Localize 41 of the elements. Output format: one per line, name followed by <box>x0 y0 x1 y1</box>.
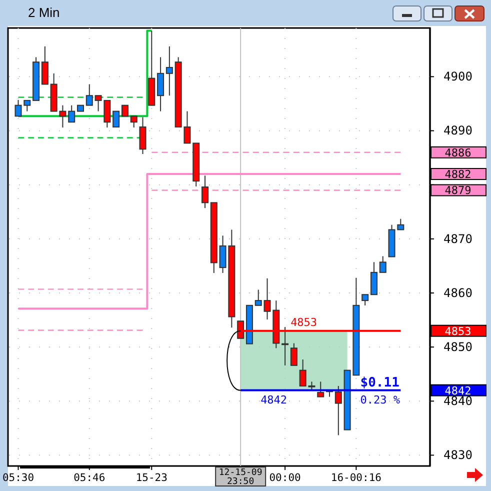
x-tick-label: 12-15-09 23:50 <box>218 468 262 487</box>
candlestick <box>68 104 76 123</box>
y-tick-label: 4870 <box>444 232 472 246</box>
x-tick-label: 05:46 <box>74 472 106 484</box>
candlestick <box>112 110 120 128</box>
candlestick <box>290 342 298 366</box>
y-tick-label: 4900 <box>444 70 472 84</box>
candlestick <box>362 294 369 306</box>
candlestick <box>379 256 386 273</box>
candlestick <box>202 175 209 209</box>
x-tick-label: 16-00:16 <box>330 472 382 484</box>
x-tick-label: 05:30 <box>2 472 34 484</box>
candlestick <box>121 104 128 117</box>
candlestick <box>157 56 164 112</box>
text: 4886 <box>444 146 472 160</box>
candlestick <box>334 385 342 436</box>
candlestick <box>139 116 146 154</box>
candlestick <box>166 46 173 96</box>
y-tick-label: 4860 <box>444 286 472 300</box>
y-tick-label: 4850 <box>444 340 472 354</box>
text: 4879 <box>444 184 472 198</box>
x-tick-label: 00:00 <box>269 472 301 484</box>
ref-line-label: 4842 <box>260 393 288 406</box>
y-tick-label: 4890 <box>444 124 472 138</box>
y-tick-label: 4830 <box>444 448 472 462</box>
candlestick <box>130 116 138 128</box>
x-tick-label: 15-23 <box>136 472 168 484</box>
candlestick <box>317 381 324 398</box>
annotation: $0.11 <box>360 375 400 390</box>
candlestick <box>370 262 378 296</box>
text: 4882 <box>444 168 472 181</box>
candlestick <box>254 289 262 306</box>
annotation: 0.23 % <box>360 393 400 406</box>
ref-line-label: 4853 <box>290 316 318 329</box>
candlestick <box>24 100 31 112</box>
candlestick <box>41 46 48 85</box>
candlestick <box>14 99 22 117</box>
candlestick <box>86 84 93 106</box>
candlestick <box>282 326 289 366</box>
chart-title: 2 Min <box>28 5 60 20</box>
text: 4853 <box>444 324 472 338</box>
